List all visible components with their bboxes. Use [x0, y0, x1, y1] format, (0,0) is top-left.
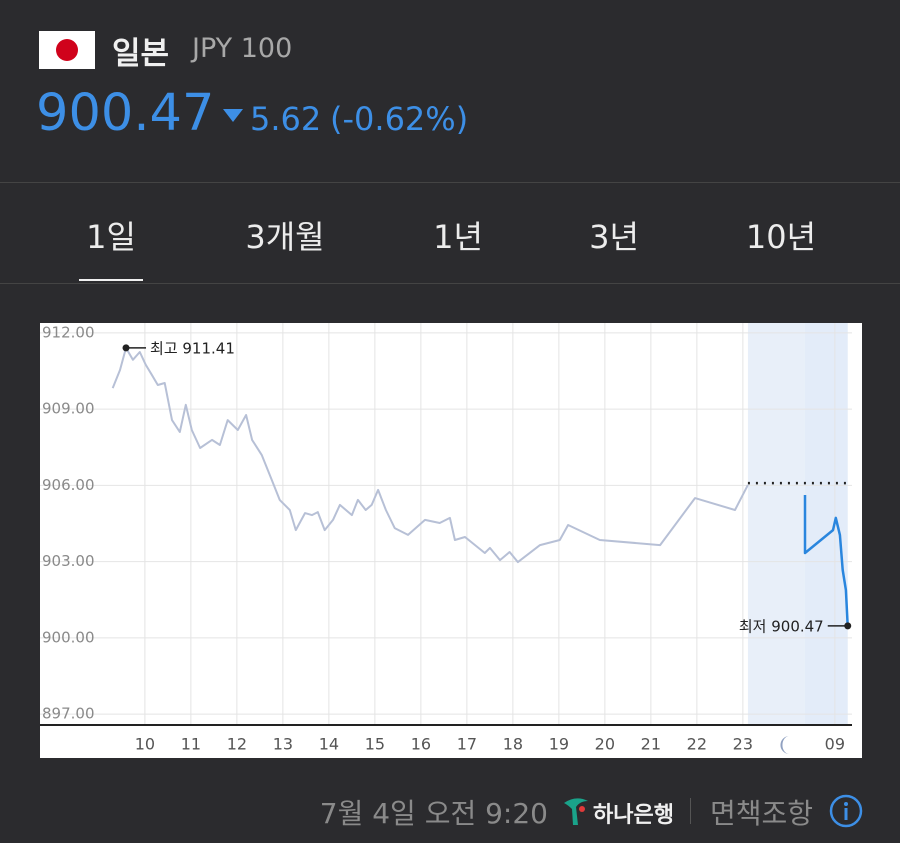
timestamp: 7월 4일 오전 9:20	[319, 797, 548, 830]
divider	[0, 182, 900, 183]
flag-icon	[39, 31, 95, 69]
price-line	[111, 346, 749, 564]
x-tick-label: 09	[825, 735, 845, 754]
tab[interactable]: 10년	[745, 218, 817, 256]
x-tick-label: 18	[503, 735, 523, 754]
x-tick-label: 19	[549, 735, 569, 754]
min-label: 최저 900.47	[739, 617, 824, 635]
divider	[690, 798, 691, 824]
x-tick-label: 14	[319, 735, 339, 754]
change-percent: (-0.62%)	[330, 100, 469, 138]
tab[interactable]: 3년	[589, 218, 639, 256]
session-band	[804, 323, 848, 725]
tab[interactable]: 1년	[433, 218, 483, 256]
x-tick-label: 21	[641, 735, 661, 754]
x-tick-label: 10	[135, 735, 155, 754]
change: 5.62	[250, 100, 322, 138]
y-tick-label: 906.00	[42, 476, 95, 494]
disclaimer-link[interactable]: 면책조항	[710, 797, 814, 830]
y-tick-label: 909.00	[42, 400, 95, 418]
x-tick-label: 22	[687, 735, 707, 754]
y-tick-label: 912.00	[42, 323, 95, 341]
min-marker	[844, 622, 852, 630]
bank-name: 하나은행	[593, 803, 674, 828]
down-arrow-icon	[223, 109, 243, 122]
divider	[0, 283, 900, 284]
x-tick-label: 23	[733, 735, 753, 754]
price: 900.47	[36, 84, 215, 143]
x-tick-label: 16	[411, 735, 431, 754]
x-tick-label: 20	[595, 735, 615, 754]
max-label: 최고 911.41	[150, 339, 235, 357]
chart: 897.00 900.00 903.00 906.00 909.00 912.00 10 11…	[40, 323, 862, 758]
y-tick-label: 897.00	[42, 705, 95, 723]
info-icon[interactable]	[828, 793, 864, 829]
tab[interactable]: 3개월	[245, 218, 325, 256]
bank-logo-icon	[564, 798, 588, 825]
x-tick-label: 11	[181, 735, 201, 754]
moon-icon	[780, 736, 790, 754]
price-line	[803, 495, 849, 626]
y-tick-label: 900.00	[42, 628, 95, 646]
currency-code: JPY 100	[192, 33, 293, 64]
x-tick-label: 17	[457, 735, 477, 754]
tab-underline	[79, 279, 143, 281]
x-tick-label: 15	[365, 735, 385, 754]
y-tick-label: 903.00	[42, 552, 95, 570]
country-name: 일본	[112, 36, 170, 72]
tab[interactable]: 1일	[86, 218, 136, 256]
x-tick-label: 12	[227, 735, 247, 754]
x-tick-label: 13	[273, 735, 293, 754]
night-band	[747, 323, 805, 725]
